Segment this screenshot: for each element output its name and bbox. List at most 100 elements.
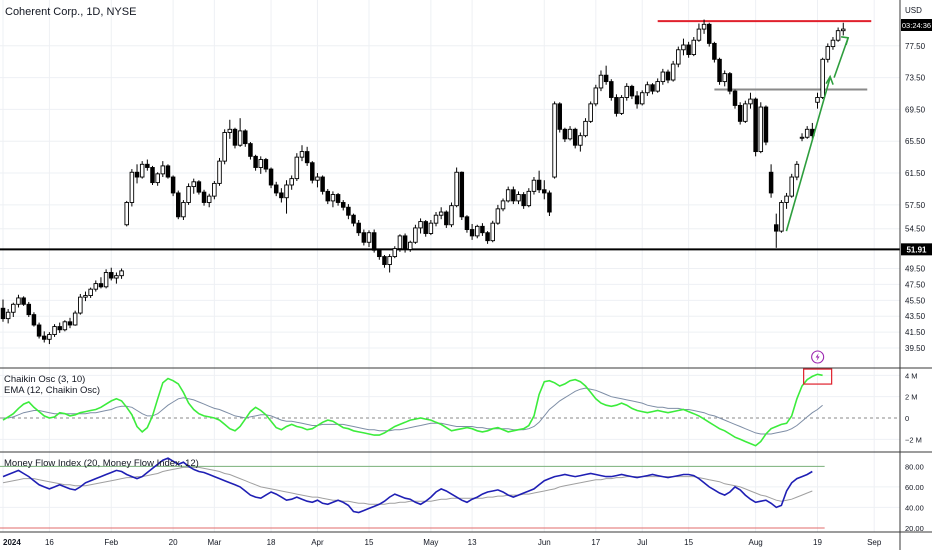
candle-body-up bbox=[475, 225, 480, 237]
candle bbox=[789, 173, 794, 198]
candle-body-down bbox=[423, 221, 428, 234]
candle-body-up bbox=[531, 179, 537, 192]
price-axis: USD 03:24:36 39.50 41.50 43.50 45.50 47.50 49.5… bbox=[901, 6, 932, 533]
candle-body-up bbox=[428, 222, 434, 234]
candle bbox=[696, 23, 702, 42]
candle bbox=[382, 254, 387, 268]
candle bbox=[639, 90, 645, 106]
candle bbox=[686, 41, 691, 58]
candle bbox=[521, 192, 526, 209]
candle-body-down bbox=[650, 84, 655, 92]
candle bbox=[325, 188, 331, 205]
candle bbox=[614, 94, 619, 117]
candle bbox=[578, 132, 583, 152]
candle-body-up bbox=[500, 200, 506, 210]
time-tick-label: 2024 bbox=[3, 538, 21, 547]
candle bbox=[438, 207, 444, 220]
candle bbox=[284, 180, 289, 214]
candle-body-up bbox=[598, 74, 604, 89]
time-tick-label: 20 bbox=[169, 538, 178, 547]
annotations bbox=[785, 36, 850, 364]
candle bbox=[356, 219, 361, 236]
candle-body-up bbox=[526, 190, 532, 207]
price-tick-label: 54.50 bbox=[905, 225, 926, 234]
candle-body-up bbox=[212, 182, 217, 197]
price-tick-label: 57.50 bbox=[905, 201, 926, 210]
candle-body-up bbox=[5, 311, 11, 320]
candle bbox=[552, 101, 557, 179]
candle bbox=[196, 180, 202, 195]
candle bbox=[691, 37, 697, 57]
candle bbox=[645, 81, 650, 96]
candle-body-up bbox=[490, 222, 495, 242]
candle-body-up bbox=[748, 98, 753, 105]
candle bbox=[268, 167, 274, 189]
candle bbox=[253, 154, 258, 171]
candle-body-up bbox=[505, 189, 511, 202]
candlestick-series bbox=[0, 19, 846, 345]
candle-body-up bbox=[237, 130, 243, 146]
candle-body-up bbox=[78, 296, 83, 314]
candle-body-down bbox=[444, 211, 449, 226]
candle-body-up bbox=[789, 176, 794, 197]
candle bbox=[243, 129, 248, 147]
candle bbox=[841, 22, 846, 36]
candle bbox=[737, 102, 743, 125]
time-tick-label: Apr bbox=[311, 538, 324, 547]
candle-body-up bbox=[639, 92, 645, 105]
candle-body-down bbox=[665, 71, 671, 81]
candle-body-up bbox=[227, 128, 233, 133]
price-tick-label: 41.50 bbox=[905, 328, 926, 337]
candle-body-down bbox=[335, 194, 341, 203]
current-price-badge bbox=[901, 243, 932, 256]
candle-body-up bbox=[72, 312, 78, 326]
candle-body-up bbox=[449, 205, 454, 226]
candle-body-down bbox=[603, 74, 609, 83]
candle bbox=[505, 186, 511, 203]
chaikin-tick-label: 0 bbox=[905, 414, 909, 423]
candle bbox=[119, 268, 124, 279]
candle-body-up bbox=[433, 214, 439, 224]
candle-body-down bbox=[145, 163, 150, 168]
price-tick-label: 45.50 bbox=[905, 296, 926, 305]
candle-body-down bbox=[26, 303, 32, 316]
candle bbox=[340, 200, 346, 211]
candle bbox=[495, 204, 501, 225]
candle-body-up bbox=[315, 176, 320, 181]
candle bbox=[758, 102, 764, 154]
candle bbox=[706, 22, 712, 47]
candle bbox=[387, 254, 392, 273]
candle-body-up bbox=[670, 63, 676, 81]
candle-body-down bbox=[706, 23, 712, 44]
candle bbox=[444, 210, 449, 228]
candle-body-down bbox=[562, 128, 568, 140]
candle bbox=[825, 43, 831, 63]
candle-body-up bbox=[758, 106, 764, 153]
candle-body-down bbox=[21, 297, 26, 305]
candle-body-down bbox=[459, 171, 465, 218]
candle-body-down bbox=[717, 58, 722, 83]
candle-body-up bbox=[299, 151, 305, 158]
candle bbox=[88, 287, 93, 298]
candle-body-up bbox=[222, 132, 227, 162]
candle bbox=[650, 83, 655, 95]
candle bbox=[717, 57, 722, 85]
mfi-line bbox=[2, 457, 813, 514]
current-price-label: 51.91 bbox=[906, 245, 927, 254]
candle bbox=[598, 70, 604, 92]
candle bbox=[366, 230, 372, 248]
candle bbox=[191, 178, 196, 194]
candle-body-up bbox=[660, 71, 666, 83]
mfi-label: Money Flow Index (20, Money Flow Index, … bbox=[4, 458, 199, 469]
candle-body-up bbox=[495, 208, 501, 224]
candle bbox=[407, 240, 413, 252]
candle-body-down bbox=[737, 104, 743, 122]
candle-body-down bbox=[361, 232, 367, 243]
candle-body-up bbox=[16, 297, 21, 305]
candle bbox=[31, 312, 37, 327]
candle bbox=[547, 190, 552, 217]
candle bbox=[779, 200, 784, 233]
candle bbox=[176, 190, 181, 220]
